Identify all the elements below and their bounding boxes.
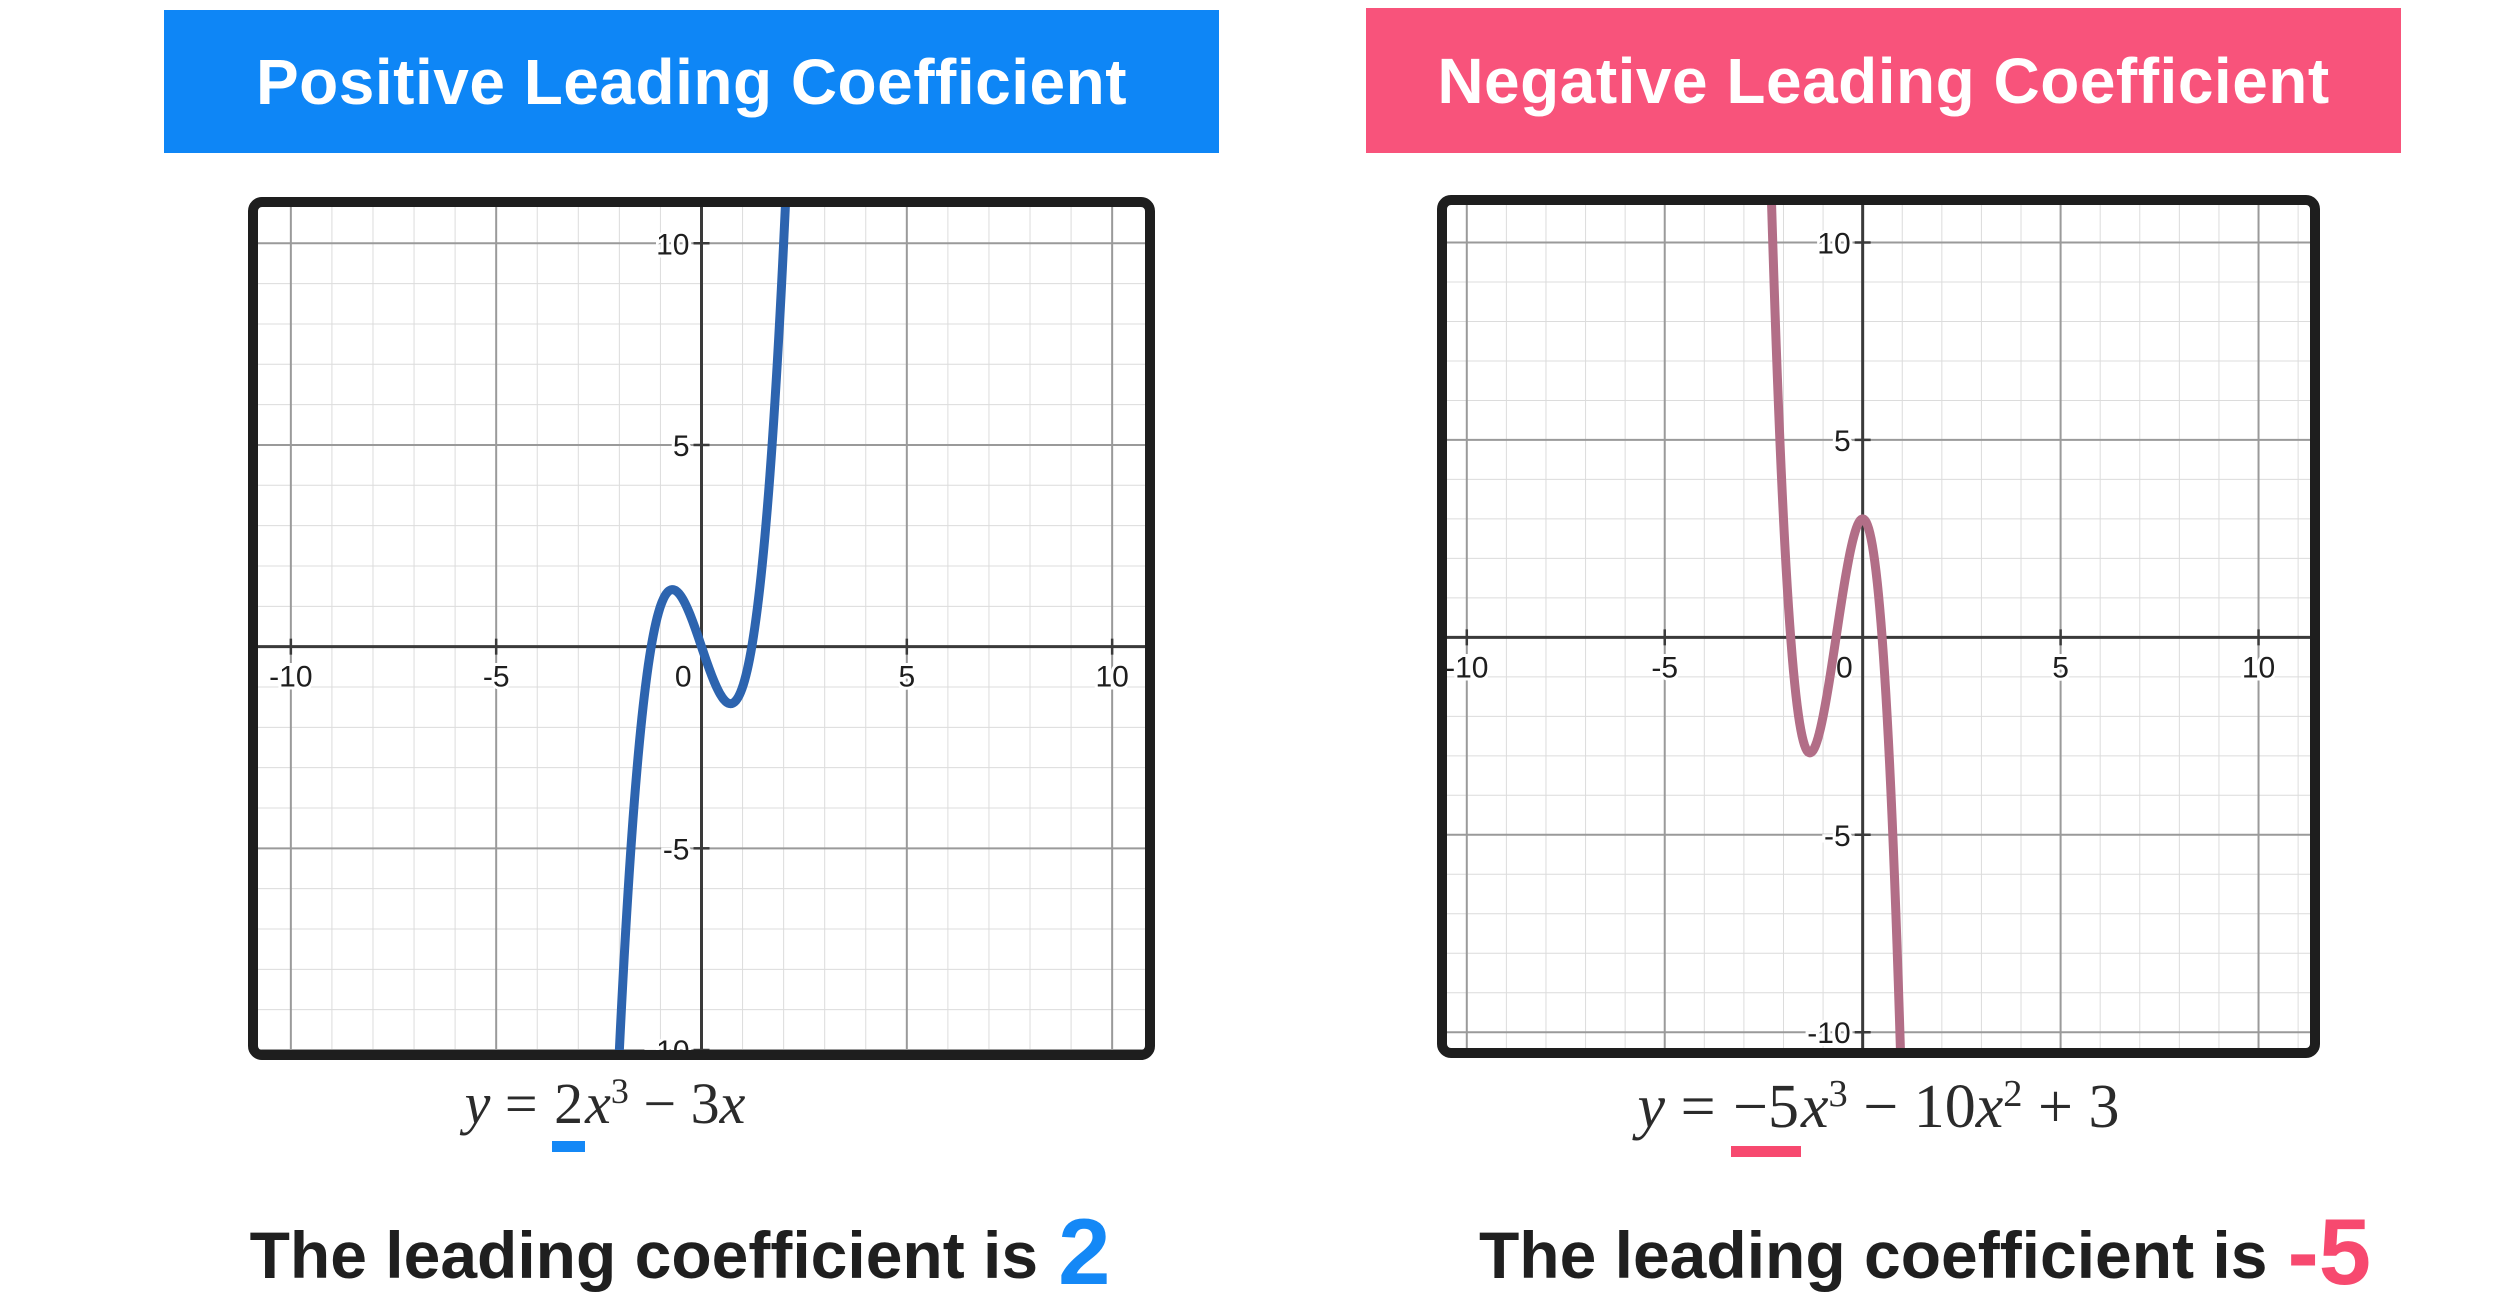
positive-header-banner: Positive Leading Coefficient: [164, 10, 1219, 153]
polynomial-curve: [614, 207, 790, 1050]
y-axis-tick-label: 10: [1817, 228, 1850, 261]
polynomial-curve: [1767, 205, 1905, 1048]
axis-labels: -10 -5 0 5 10 10 5 -5 -10: [1447, 225, 2278, 1048]
caption-text: The leading coefficient is: [1478, 1218, 2268, 1292]
x-axis-tick-label: -10: [1447, 651, 1488, 684]
x-axis-tick-label: 0: [1836, 651, 1853, 684]
axes: [258, 207, 1145, 1050]
y-axis-tick-label: -5: [663, 833, 690, 866]
y-axis-tick-label: -5: [1824, 820, 1851, 853]
negative-graph-frame: -10 -5 0 5 10 10 5 -5 -10: [1437, 195, 2320, 1058]
function-curve: [1767, 205, 1905, 1048]
equation-term: − 3: [628, 1071, 720, 1136]
x-axis-tick-label: -5: [1651, 651, 1678, 684]
negative-caption: The leading coefficient is -5: [1380, 1198, 2470, 1296]
y-axis-tick-label: 5: [1834, 425, 1851, 458]
function-curve: [614, 207, 790, 1050]
equation-variable: y: [1637, 1073, 1666, 1141]
positive-coefficient-value: 2: [1058, 1199, 1111, 1296]
positive-equation: y = 2x3 − 3x: [150, 1070, 1060, 1152]
equation-variable: x: [585, 1071, 611, 1136]
x-axis-tick-label: 5: [2052, 651, 2069, 684]
negative-header-banner: Negative Leading Coefficient: [1366, 8, 2401, 153]
x-axis-tick-label: -10: [269, 661, 312, 694]
equals-sign: =: [490, 1071, 553, 1136]
positive-header-label: Positive Leading Coefficient: [255, 45, 1128, 118]
equation-variable: x: [719, 1071, 746, 1136]
negative-equation: y = −5x3 − 10x2 + 3: [1437, 1072, 2320, 1157]
equation-variable: x: [1801, 1073, 1829, 1141]
tick-marks: [289, 242, 1114, 1050]
major-grid: [1447, 205, 2310, 1048]
axis-labels: -10 -5 0 5 10 10 5 -5 -10: [266, 225, 1132, 1050]
equation-variable: x: [1975, 1073, 2004, 1141]
x-axis-tick-label: -5: [483, 661, 510, 694]
negative-function-graph: -10 -5 0 5 10 10 5 -5 -10: [1447, 205, 2310, 1048]
positive-caption: The leading coefficient is 2: [0, 1198, 1360, 1296]
positive-function-graph: -10 -5 0 5 10 10 5 -5 -10: [258, 207, 1145, 1050]
equation-term: + 3: [2022, 1073, 2120, 1141]
y-axis-tick-label: 10: [656, 228, 689, 261]
positive-graph-frame: -10 -5 0 5 10 10 5 -5 -10: [248, 197, 1155, 1060]
negative-coefficient-value: -5: [2287, 1199, 2372, 1296]
caption-text: The leading coefficient is: [249, 1218, 1039, 1292]
x-axis-tick-label: 0: [675, 661, 692, 694]
y-axis-tick-label: -10: [646, 1035, 689, 1050]
tick-marks: [1465, 241, 2260, 1034]
equation-term: − 10: [1847, 1073, 1976, 1141]
minor-grid: [1447, 205, 2310, 1048]
exponent: 2: [2003, 1072, 2023, 1115]
exponent: 3: [610, 1071, 629, 1112]
x-axis-tick-label: 10: [1095, 661, 1128, 694]
negative-leading-coefficient-underlined: −5: [1731, 1073, 1802, 1157]
exponent: 3: [1828, 1072, 1848, 1115]
equals-sign: =: [1665, 1073, 1732, 1141]
x-axis-tick-label: 5: [898, 661, 915, 694]
equation-variable: y: [464, 1071, 491, 1136]
x-axis-tick-label: 10: [2242, 651, 2275, 684]
y-axis-tick-label: -10: [1807, 1017, 1850, 1048]
positive-leading-coefficient-underlined: 2: [552, 1071, 586, 1152]
y-axis-tick-label: 5: [673, 430, 690, 463]
negative-header-label: Negative Leading Coefficient: [1437, 44, 2330, 117]
